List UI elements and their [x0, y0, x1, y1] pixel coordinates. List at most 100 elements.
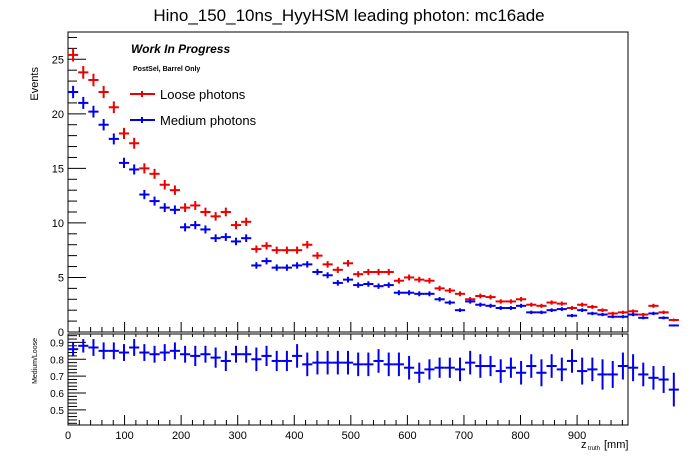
ratio-point: [424, 359, 435, 380]
x-axis-label-unit: [mm]: [604, 439, 628, 451]
ratio-point: [281, 350, 292, 372]
data-point-medium: [444, 300, 455, 305]
data-point-loose: [251, 245, 262, 253]
data-point-medium: [546, 308, 557, 313]
ratio-point: [617, 352, 628, 380]
data-point-loose: [597, 308, 608, 313]
data-point-medium: [98, 119, 109, 131]
ratio-point: [139, 344, 150, 361]
data-point-medium: [210, 234, 221, 243]
ratio-point: [546, 354, 557, 378]
data-point-medium: [353, 282, 364, 288]
ratio-point: [393, 352, 404, 377]
data-point-loose: [353, 271, 364, 278]
ratio-point: [475, 354, 486, 378]
ratio-y-tick-label: 0.8: [50, 355, 64, 366]
data-point-medium: [302, 261, 313, 268]
data-point-loose: [404, 274, 415, 281]
data-point-medium: [190, 220, 201, 230]
ratio-point: [566, 349, 578, 373]
x-axis-label: z truth [mm]: [581, 439, 628, 452]
data-point-loose: [444, 287, 455, 294]
data-point-loose: [607, 311, 618, 316]
data-point-loose: [556, 301, 567, 306]
data-point-medium: [261, 257, 272, 265]
ratio-data-marks: [68, 339, 679, 407]
data-point-loose: [617, 310, 628, 315]
work-in-progress-label: Work In Progress: [131, 42, 230, 56]
data-point-medium: [454, 308, 466, 313]
selection-label: PostSel, Barrel Only: [133, 66, 200, 73]
main-data-marks: [68, 48, 679, 327]
data-point-medium: [271, 264, 282, 271]
data-point-loose: [658, 310, 669, 315]
data-point-loose: [281, 246, 292, 254]
ratio-point: [536, 359, 547, 387]
ratio-point: [414, 362, 425, 383]
ratio-point: [434, 357, 445, 378]
data-point-loose: [139, 163, 150, 174]
x-axis-label-z: z: [581, 439, 587, 451]
data-point-medium: [414, 291, 425, 297]
ratio-point: [383, 352, 394, 377]
data-point-loose: [98, 85, 109, 99]
data-point-loose: [414, 276, 425, 283]
data-point-loose: [383, 268, 394, 276]
ratio-point: [230, 345, 242, 363]
data-point-loose: [271, 246, 282, 254]
ratio-point: [505, 357, 516, 378]
ratio-point: [587, 357, 598, 382]
data-point-loose: [118, 127, 130, 140]
ratio-point: [129, 339, 140, 356]
ratio-point: [556, 357, 567, 382]
data-point-loose: [516, 297, 527, 302]
data-point-medium: [169, 205, 180, 215]
ratio-point: [648, 366, 659, 390]
data-point-medium: [485, 303, 496, 308]
ratio-point: [658, 366, 669, 393]
data-point-loose: [424, 277, 435, 284]
ratio-point: [88, 339, 99, 356]
ratio-point: [373, 349, 384, 373]
data-point-loose: [363, 268, 374, 276]
data-point-loose: [454, 291, 466, 297]
data-point-loose: [230, 220, 242, 230]
data-point-loose: [292, 246, 303, 254]
ratio-point: [322, 350, 333, 375]
data-point-loose: [393, 277, 404, 284]
ratio-point: [118, 344, 130, 361]
data-point-medium: [617, 315, 628, 319]
data-point-medium: [312, 268, 323, 276]
data-point-medium: [597, 312, 608, 317]
data-point-loose: [241, 217, 252, 226]
data-point-medium: [577, 308, 588, 313]
ratio-point: [68, 342, 79, 356]
data-point-medium: [404, 290, 415, 296]
y-tick-label: 0: [58, 327, 64, 339]
ratio-point: [261, 345, 272, 367]
main-axis-ticks: 0 5 10 15 20 25: [52, 36, 623, 339]
data-point-loose: [332, 266, 343, 273]
x-tick-label: 700: [455, 430, 473, 442]
data-point-loose: [88, 73, 99, 87]
ratio-point: [444, 357, 455, 378]
x-tick-label: 900: [568, 430, 586, 442]
ratio-point: [78, 339, 89, 353]
data-point-medium: [129, 164, 140, 175]
data-point-loose: [322, 261, 333, 268]
ratio-point: [597, 359, 608, 390]
ratio-point: [607, 360, 618, 388]
ratio-point: [577, 357, 588, 385]
data-point-loose: [587, 304, 598, 309]
legend-label-loose: Loose photons: [160, 87, 246, 102]
data-point-medium: [393, 290, 404, 296]
ratio-y-axis-label: Medium/Loose: [32, 338, 39, 384]
legend-label-medium: Medium photons: [160, 113, 257, 128]
ratio-point: [628, 354, 639, 382]
data-point-medium: [149, 196, 160, 206]
ratio-point: [98, 342, 109, 360]
data-point-loose: [577, 302, 588, 307]
ratio-point: [516, 360, 527, 385]
data-point-medium: [516, 303, 527, 308]
data-point-medium: [88, 105, 99, 118]
